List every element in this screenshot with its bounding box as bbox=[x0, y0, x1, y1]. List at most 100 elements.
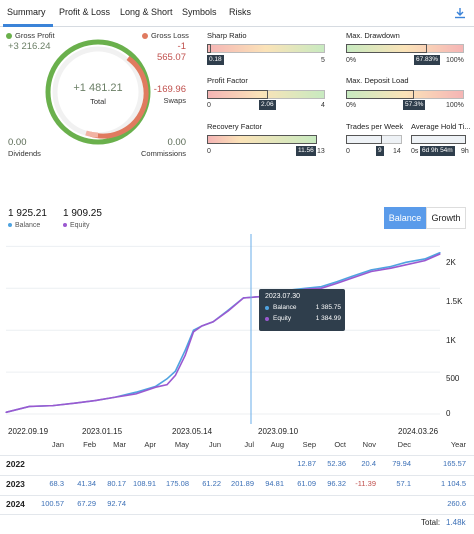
month-header: Feb bbox=[83, 440, 96, 449]
recovery-factor-title: Recovery Factor bbox=[207, 122, 263, 131]
equity-data-point bbox=[74, 402, 77, 404]
month-header: Nov bbox=[362, 440, 376, 449]
equity-data-point bbox=[166, 384, 168, 386]
sharp-ratio-title: Sharp Ratio bbox=[207, 31, 247, 40]
trades-per-week-fill bbox=[346, 135, 382, 144]
month-return-cell: 175.08 bbox=[166, 479, 189, 488]
balance-legend[interactable]: Balance bbox=[8, 220, 40, 229]
equity-data-point bbox=[28, 405, 31, 408]
row-divider bbox=[0, 495, 474, 496]
tooltip-balance-value: 1 385.75 bbox=[315, 304, 341, 311]
gross-profit-value: +3 216.24 bbox=[8, 41, 51, 52]
max-deposit-load-value: 57.3% bbox=[403, 100, 426, 110]
month-return-cell: 260.6 bbox=[447, 499, 466, 508]
x-tick-label: 2023.01.15 bbox=[82, 427, 123, 436]
equity-data-point bbox=[336, 282, 338, 284]
equity-data-point bbox=[439, 253, 441, 255]
dividends-value: 0.00 bbox=[8, 137, 27, 148]
year-label: 2023 bbox=[6, 479, 25, 489]
row-divider bbox=[0, 475, 474, 476]
download-icon[interactable] bbox=[454, 7, 466, 19]
tab-summary[interactable]: Summary bbox=[7, 7, 46, 17]
row-divider bbox=[0, 455, 474, 456]
balance-data-point bbox=[184, 349, 186, 351]
growth-toggle-button[interactable]: Growth bbox=[426, 207, 466, 229]
balance-data-point bbox=[424, 258, 426, 260]
equity-data-point bbox=[227, 310, 229, 312]
avg-hold-time-title: Average Hold Ti... bbox=[411, 122, 471, 131]
month-header: Sep bbox=[302, 440, 316, 449]
balance-data-point bbox=[336, 280, 338, 283]
equity-data-point bbox=[174, 374, 176, 377]
balance-data-point bbox=[174, 370, 176, 372]
x-tick-label: 2023.05.14 bbox=[172, 427, 213, 436]
profit-factor-fill bbox=[207, 90, 268, 99]
x-tick-label: 2023.09.10 bbox=[258, 427, 299, 436]
total-value: +1 481.21 bbox=[73, 82, 123, 94]
swaps-value: -169.96 bbox=[153, 84, 186, 95]
equity-data-point bbox=[135, 393, 137, 395]
sharp-ratio-bar bbox=[207, 44, 325, 53]
equity-data-point bbox=[5, 411, 7, 413]
trades-per-week-title: Trades per Week bbox=[346, 122, 404, 131]
max-drawdown-min: 0% bbox=[346, 57, 357, 64]
month-return-cell: 61.09 bbox=[297, 479, 316, 488]
equity-data-point bbox=[390, 267, 392, 269]
equity-data-point bbox=[424, 260, 426, 262]
month-return-cell: 41.34 bbox=[77, 479, 96, 488]
balance-equity-chart[interactable] bbox=[0, 228, 474, 438]
month-header: Jun bbox=[208, 440, 221, 449]
total-value: 1.48k bbox=[446, 518, 466, 527]
tooltip-equity-value: 1 384.99 bbox=[315, 315, 341, 322]
month-return-cell: 201.89 bbox=[231, 479, 254, 488]
tab-symbols[interactable]: Symbols bbox=[182, 7, 217, 17]
equity-data-point bbox=[155, 386, 157, 388]
month-return-cell: 108.91 bbox=[133, 479, 156, 488]
equity-data-point bbox=[405, 264, 407, 266]
trades-per-week-max: 14 bbox=[393, 148, 401, 155]
month-return-cell: 61.22 bbox=[202, 479, 221, 488]
month-return-cell: 96.32 bbox=[327, 479, 346, 488]
equity-data-point bbox=[192, 331, 195, 333]
tab-bar: Summary Profit & Loss Long & Short Symbo… bbox=[0, 0, 474, 27]
year-label: 2024 bbox=[6, 499, 25, 509]
equity-data-point bbox=[212, 321, 214, 323]
max-drawdown-value: 67.83% bbox=[414, 55, 441, 65]
balance-data-point bbox=[405, 261, 407, 263]
month-header: Oct bbox=[334, 440, 346, 449]
recovery-factor-min: 0 bbox=[207, 148, 211, 155]
recovery-factor-fill bbox=[207, 135, 317, 144]
gross-profit-label: Gross Profit bbox=[15, 31, 55, 40]
commissions-label: Commissions bbox=[140, 149, 186, 158]
trades-per-week-min: 0 bbox=[346, 148, 350, 155]
month-return-cell: 20.4 bbox=[361, 459, 376, 468]
recovery-factor-max: 13 bbox=[317, 148, 325, 155]
x-tick-label: 2024.03.26 bbox=[398, 427, 439, 436]
tab-profit-loss[interactable]: Profit & Loss bbox=[59, 7, 111, 17]
equity-current-value: 1 909.25 bbox=[63, 208, 102, 219]
avg-hold-time-value: 6d 9h 54m bbox=[420, 146, 455, 156]
balance-series-line bbox=[5, 251, 441, 414]
gross-loss-legend: Gross Loss bbox=[142, 31, 189, 40]
tab-long-short[interactable]: Long & Short bbox=[120, 7, 173, 17]
month-return-cell: 79.94 bbox=[392, 459, 411, 468]
tab-risks[interactable]: Risks bbox=[229, 7, 251, 17]
equity-legend[interactable]: Equity bbox=[63, 220, 89, 229]
equity-legend-label: Equity bbox=[70, 222, 90, 229]
month-return-cell: 1 104.5 bbox=[440, 479, 466, 488]
balance-toggle-button[interactable]: Balance bbox=[384, 207, 426, 229]
loss-arc bbox=[89, 55, 149, 139]
tooltip-balance-label: Balance bbox=[273, 304, 297, 311]
balance-data-point bbox=[350, 275, 353, 278]
month-header: Aug bbox=[270, 440, 284, 449]
x-tick-label: 2022.09.19 bbox=[8, 427, 49, 436]
recovery-factor-value: 11.56 bbox=[296, 146, 316, 156]
gross-profit-legend: Gross Profit bbox=[6, 31, 55, 40]
max-drawdown-fill bbox=[346, 44, 427, 53]
total-label: Total bbox=[90, 97, 106, 106]
dividends-label: Dividends bbox=[8, 149, 41, 158]
sharp-ratio-value: 0.18 bbox=[207, 55, 224, 65]
max-deposit-load-max: 100% bbox=[446, 102, 464, 109]
profit-factor-value: 2.06 bbox=[259, 100, 276, 110]
max-drawdown-title: Max. Drawdown bbox=[346, 31, 400, 40]
